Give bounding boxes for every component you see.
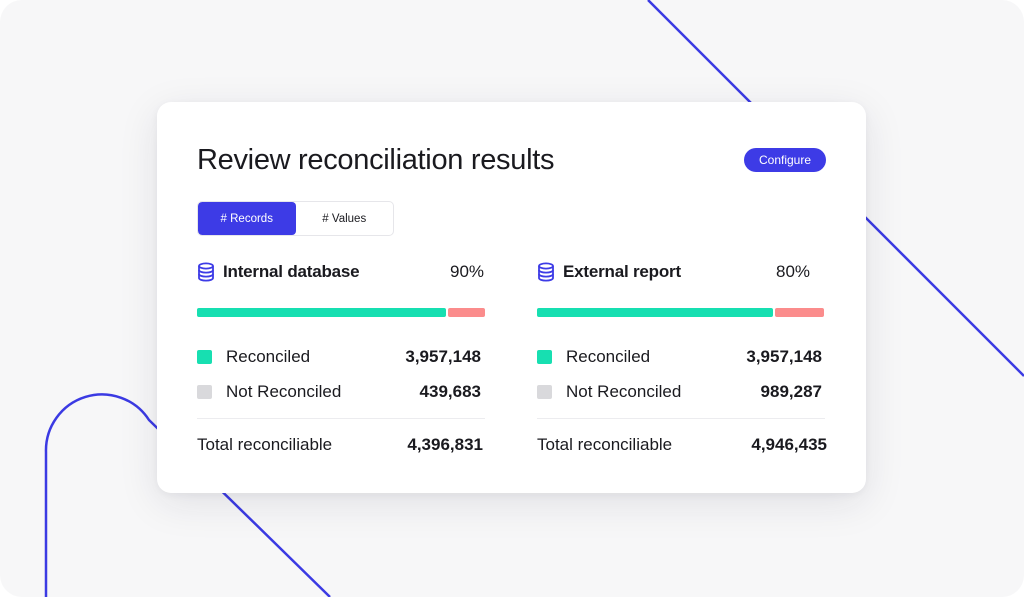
not-reconciled-bar-segment <box>448 308 485 317</box>
not-reconciled-row: Not Reconciled 989,287 <box>537 381 827 403</box>
panel-name: External report <box>563 262 681 281</box>
not-reconciled-swatch <box>197 385 212 399</box>
reconciled-label: Reconciled <box>226 347 311 366</box>
page-title: Review reconciliation results <box>197 144 555 176</box>
metric-toggle: # Records # Values <box>197 201 394 236</box>
not-reconciled-value: 989,287 <box>760 382 822 401</box>
divider <box>537 418 825 419</box>
database-icon <box>198 262 214 282</box>
not-reconciled-row: Not Reconciled 439,683 <box>197 381 487 403</box>
reconciled-swatch <box>537 350 552 364</box>
total-label: Total reconciliable <box>197 435 333 454</box>
values-tab[interactable]: # Values <box>322 212 367 225</box>
divider <box>197 418 485 419</box>
not-reconciled-value: 439,683 <box>419 382 481 401</box>
not-reconciled-bar-segment <box>775 308 824 317</box>
panel-header: External report <box>537 260 827 284</box>
total-label: Total reconciliable <box>537 435 673 454</box>
reconciled-percent: 90% <box>450 262 485 281</box>
reconciled-value: 3,957,148 <box>405 347 481 366</box>
reconciled-value: 3,957,148 <box>746 347 822 366</box>
not-reconciled-swatch <box>537 385 552 399</box>
total-row: Total reconciliable 4,946,435 <box>537 434 827 456</box>
reconciled-row: Reconciled 3,957,148 <box>537 346 827 368</box>
configure-button[interactable]: Configure <box>744 148 826 172</box>
reconciliation-card: Review reconciliation results Configure … <box>157 102 866 493</box>
total-value: 4,396,831 <box>407 435 483 454</box>
reconciled-percent: 80% <box>776 262 811 281</box>
total-row: Total reconciliable 4,396,831 <box>197 434 487 456</box>
records-tab[interactable]: # Records <box>198 202 296 235</box>
reconciled-label: Reconciled <box>566 347 651 366</box>
external-report-panel: External report 80% Reconciled 3,957,148… <box>537 260 827 460</box>
reconciled-swatch <box>197 350 212 364</box>
panel-header: Internal database <box>197 260 487 284</box>
not-reconciled-label: Not Reconciled <box>566 382 682 401</box>
database-icon <box>538 262 554 282</box>
total-value: 4,946,435 <box>751 435 827 454</box>
reconciled-bar-segment <box>537 308 773 317</box>
reconciled-bar-segment <box>197 308 446 317</box>
panel-name: Internal database <box>223 262 360 281</box>
progress-bar <box>197 308 485 317</box>
progress-bar <box>537 308 824 317</box>
reconciled-row: Reconciled 3,957,148 <box>197 346 487 368</box>
internal-database-panel: Internal database 90% Reconciled 3,957,1… <box>197 260 487 460</box>
not-reconciled-label: Not Reconciled <box>226 382 342 401</box>
